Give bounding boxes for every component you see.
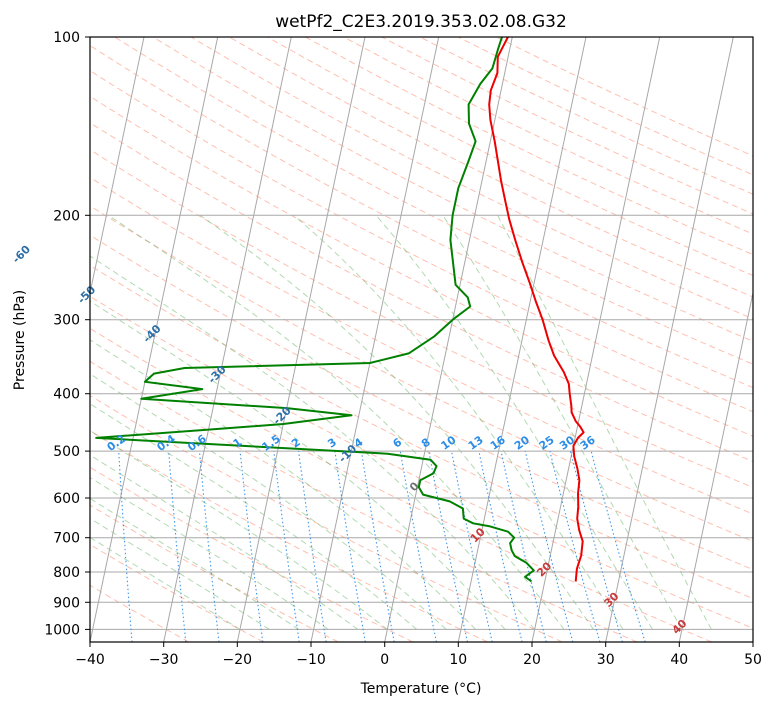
mixing-ratio-line	[168, 451, 187, 642]
isotherm-label: -60	[10, 242, 33, 265]
sounding-profiles	[95, 37, 585, 583]
isotherm	[752, 639, 753, 642]
mixing-ratio-line	[524, 450, 574, 642]
dry-adiabat	[90, 264, 753, 600]
dry-adiabat	[90, 466, 414, 642]
x-tick-label: 20	[523, 652, 541, 668]
y-tick-label: 400	[53, 387, 80, 403]
moist-adiabat	[293, 214, 624, 630]
isotherm	[384, 37, 513, 642]
y-tick-label: 800	[53, 565, 80, 581]
isotherm	[457, 37, 587, 642]
y-tick-label: 700	[53, 531, 80, 547]
y-axis: 100 200 300 400 500 600 700 800 900 1000	[44, 30, 90, 638]
mixing-ratio-line	[428, 450, 469, 642]
mixing-ratio-line	[590, 450, 646, 642]
x-tick-label: 30	[597, 652, 615, 668]
mixing-ratio-line	[273, 451, 300, 642]
dry-adiabat	[90, 176, 753, 515]
x-axis: −40 −30 −20 −10 0 10 20 30 40 50	[75, 642, 762, 668]
dry-adiabat	[228, 37, 753, 298]
isotherm	[310, 37, 440, 642]
dry-adiabat	[90, 504, 339, 642]
mixing-ratio-line	[399, 451, 437, 642]
dry-adiabat	[90, 394, 563, 642]
dry-adiabat	[90, 295, 753, 629]
x-tick-label: 40	[670, 652, 688, 668]
moist-adiabat	[90, 339, 477, 630]
dry-adiabat	[90, 95, 753, 437]
plot-frame	[89, 36, 754, 643]
x-tick-label: 10	[449, 652, 467, 668]
dry-adiabat	[90, 205, 753, 542]
isotherm	[605, 37, 734, 642]
mixing-ratio-line	[450, 450, 493, 642]
y-tick-label: 900	[53, 595, 80, 611]
moist-adiabat	[90, 536, 241, 630]
dry-adiabat	[90, 360, 638, 642]
moist-adiabat	[90, 454, 359, 630]
isotherm	[236, 37, 366, 642]
background-lines	[0, 37, 753, 642]
x-tick-label: −10	[296, 652, 326, 668]
temperature-profile	[488, 37, 585, 582]
isotherm	[90, 37, 219, 642]
dry-adiabat	[90, 327, 712, 642]
isotherm	[163, 37, 292, 642]
dewpoint-profile	[95, 37, 535, 583]
x-tick-label: 50	[744, 652, 762, 668]
dry-adiabat	[90, 44, 753, 389]
dry-adiabat	[114, 37, 753, 365]
mixing-ratio-line	[569, 450, 623, 642]
mixing-ratio-line	[239, 451, 264, 642]
x-tick-label: −30	[149, 652, 179, 668]
isotherm	[531, 37, 661, 642]
y-axis-label: Pressure (hPa)	[12, 290, 28, 390]
y-tick-label: 600	[53, 491, 80, 507]
y-tick-label: 300	[53, 313, 80, 329]
x-tick-label: −40	[75, 652, 105, 668]
moist-adiabat	[90, 300, 506, 630]
isotherm	[678, 290, 753, 642]
y-tick-label: 1000	[44, 622, 80, 638]
isotherm	[0, 37, 70, 642]
moist-adiabat	[497, 215, 712, 630]
mixing-ratio-line	[198, 451, 220, 642]
y-tick-label: 200	[53, 208, 80, 224]
x-tick-label: 0	[380, 652, 389, 668]
y-tick-label: 100	[53, 30, 80, 46]
mixing-ratio-line	[298, 451, 327, 642]
isotherm	[90, 37, 145, 296]
plot-background	[90, 37, 753, 642]
y-tick-label: 500	[53, 444, 80, 460]
dry-adiabat	[90, 122, 753, 463]
mixing-ratio-line	[478, 450, 523, 642]
moist-adiabat	[108, 214, 565, 630]
chart-title: wetPf2_C2E3.2019.353.02.08.G32	[275, 12, 567, 32]
x-tick-label: −20	[223, 652, 253, 668]
x-axis-label: Temperature (°C)	[360, 681, 482, 697]
dry-adiabat	[90, 584, 190, 642]
